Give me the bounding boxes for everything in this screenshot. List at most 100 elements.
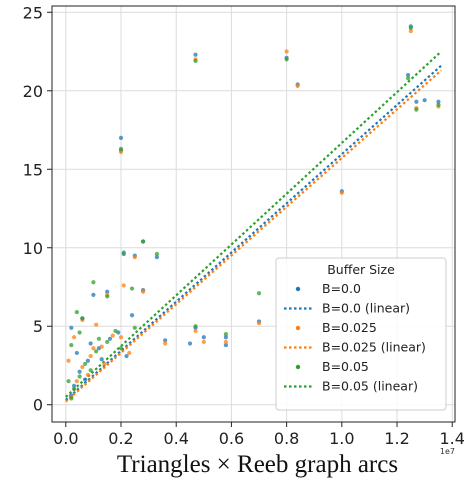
data-point — [99, 357, 104, 362]
regression-line — [65, 50, 442, 398]
x-tick-label: 1.4 — [440, 429, 465, 448]
data-points — [66, 24, 441, 401]
x-tick-label: 1.2 — [384, 429, 409, 448]
legend-label: B=0.05 (linear) — [322, 379, 418, 394]
data-point — [193, 328, 198, 334]
x-axis-label: Triangles × Reeb graph arcs — [117, 451, 398, 478]
data-point — [132, 325, 137, 330]
data-point — [83, 361, 88, 367]
data-point — [85, 358, 90, 363]
data-point — [140, 239, 146, 244]
data-point — [71, 335, 77, 340]
plot-frame — [51, 5, 456, 423]
legend-marker — [295, 325, 301, 331]
data-point — [223, 342, 228, 348]
data-point — [405, 76, 411, 81]
data-point — [201, 335, 206, 340]
data-point — [69, 396, 74, 401]
data-point — [422, 98, 427, 103]
data-point — [88, 368, 93, 373]
y-tick-label: 25 — [23, 3, 43, 22]
legend-label: B=0.05 — [322, 359, 369, 374]
data-point — [284, 57, 289, 62]
data-point — [74, 350, 79, 356]
data-point — [74, 379, 79, 384]
data-point — [129, 313, 135, 318]
data-point — [69, 342, 74, 348]
data-point — [99, 344, 104, 349]
regression-line — [65, 69, 442, 403]
data-point — [223, 331, 228, 337]
data-point — [154, 255, 159, 260]
data-point — [414, 107, 419, 112]
regression-line — [65, 64, 442, 401]
data-point — [295, 83, 300, 89]
legend-title: Buffer Size — [327, 262, 395, 277]
grid — [52, 6, 455, 422]
data-point — [66, 358, 71, 363]
data-point — [110, 333, 115, 338]
data-point — [436, 99, 441, 104]
y-tick-label: 15 — [23, 160, 43, 179]
data-point — [105, 289, 110, 294]
data-point — [121, 250, 126, 255]
legend-marker — [295, 364, 301, 370]
data-point — [71, 383, 77, 388]
data-point — [339, 190, 344, 195]
data-point — [193, 58, 198, 64]
legend-label: B=0.0 (linear) — [322, 301, 410, 316]
data-point — [408, 29, 413, 34]
x-tick-label: 0.6 — [219, 429, 244, 448]
data-point — [118, 149, 124, 155]
data-point — [113, 328, 118, 334]
data-point — [436, 102, 441, 107]
data-point — [94, 349, 99, 354]
data-point — [193, 52, 198, 57]
data-point — [91, 346, 96, 351]
data-point — [105, 294, 110, 299]
data-point — [69, 325, 74, 330]
data-point — [118, 146, 124, 151]
data-point — [77, 369, 82, 374]
data-point — [91, 292, 96, 297]
legend-marker — [295, 286, 301, 292]
data-point — [223, 339, 228, 345]
data-point — [118, 135, 124, 140]
x-axis-offset-label: 1e7 — [440, 447, 455, 456]
x-tick-label: 0.8 — [274, 429, 299, 448]
data-point — [223, 335, 228, 340]
legend: Buffer Size B=0.0 B=0.0 (linear) B=0.025 B=0… — [275, 257, 447, 411]
data-point — [408, 25, 413, 31]
data-point — [284, 49, 289, 54]
x-tick-label: 0.2 — [108, 429, 133, 448]
regression-lines — [65, 50, 442, 403]
data-point — [163, 341, 168, 346]
data-point — [80, 316, 85, 321]
data-point — [74, 310, 79, 315]
data-point — [132, 255, 137, 260]
data-point — [193, 324, 198, 329]
data-point — [118, 335, 124, 340]
y-tick-label: 0 — [33, 396, 43, 415]
data-point — [66, 379, 71, 384]
y-tick-label: 5 — [33, 317, 43, 336]
data-point — [91, 280, 96, 285]
legend-box — [275, 257, 447, 411]
data-point — [80, 364, 85, 370]
x-tick-label: 0.0 — [53, 429, 78, 448]
data-point — [163, 338, 168, 343]
data-point — [256, 321, 262, 326]
data-point — [187, 341, 193, 346]
data-point — [102, 361, 107, 367]
data-point — [256, 291, 262, 296]
data-point — [77, 330, 82, 335]
data-point — [96, 336, 102, 341]
data-point — [71, 386, 77, 392]
y-tick-label: 10 — [23, 239, 43, 258]
data-point — [201, 339, 206, 345]
data-point — [83, 377, 88, 382]
data-point — [154, 251, 159, 257]
legend-label: B=0.0 — [322, 281, 361, 296]
data-point — [127, 350, 132, 356]
